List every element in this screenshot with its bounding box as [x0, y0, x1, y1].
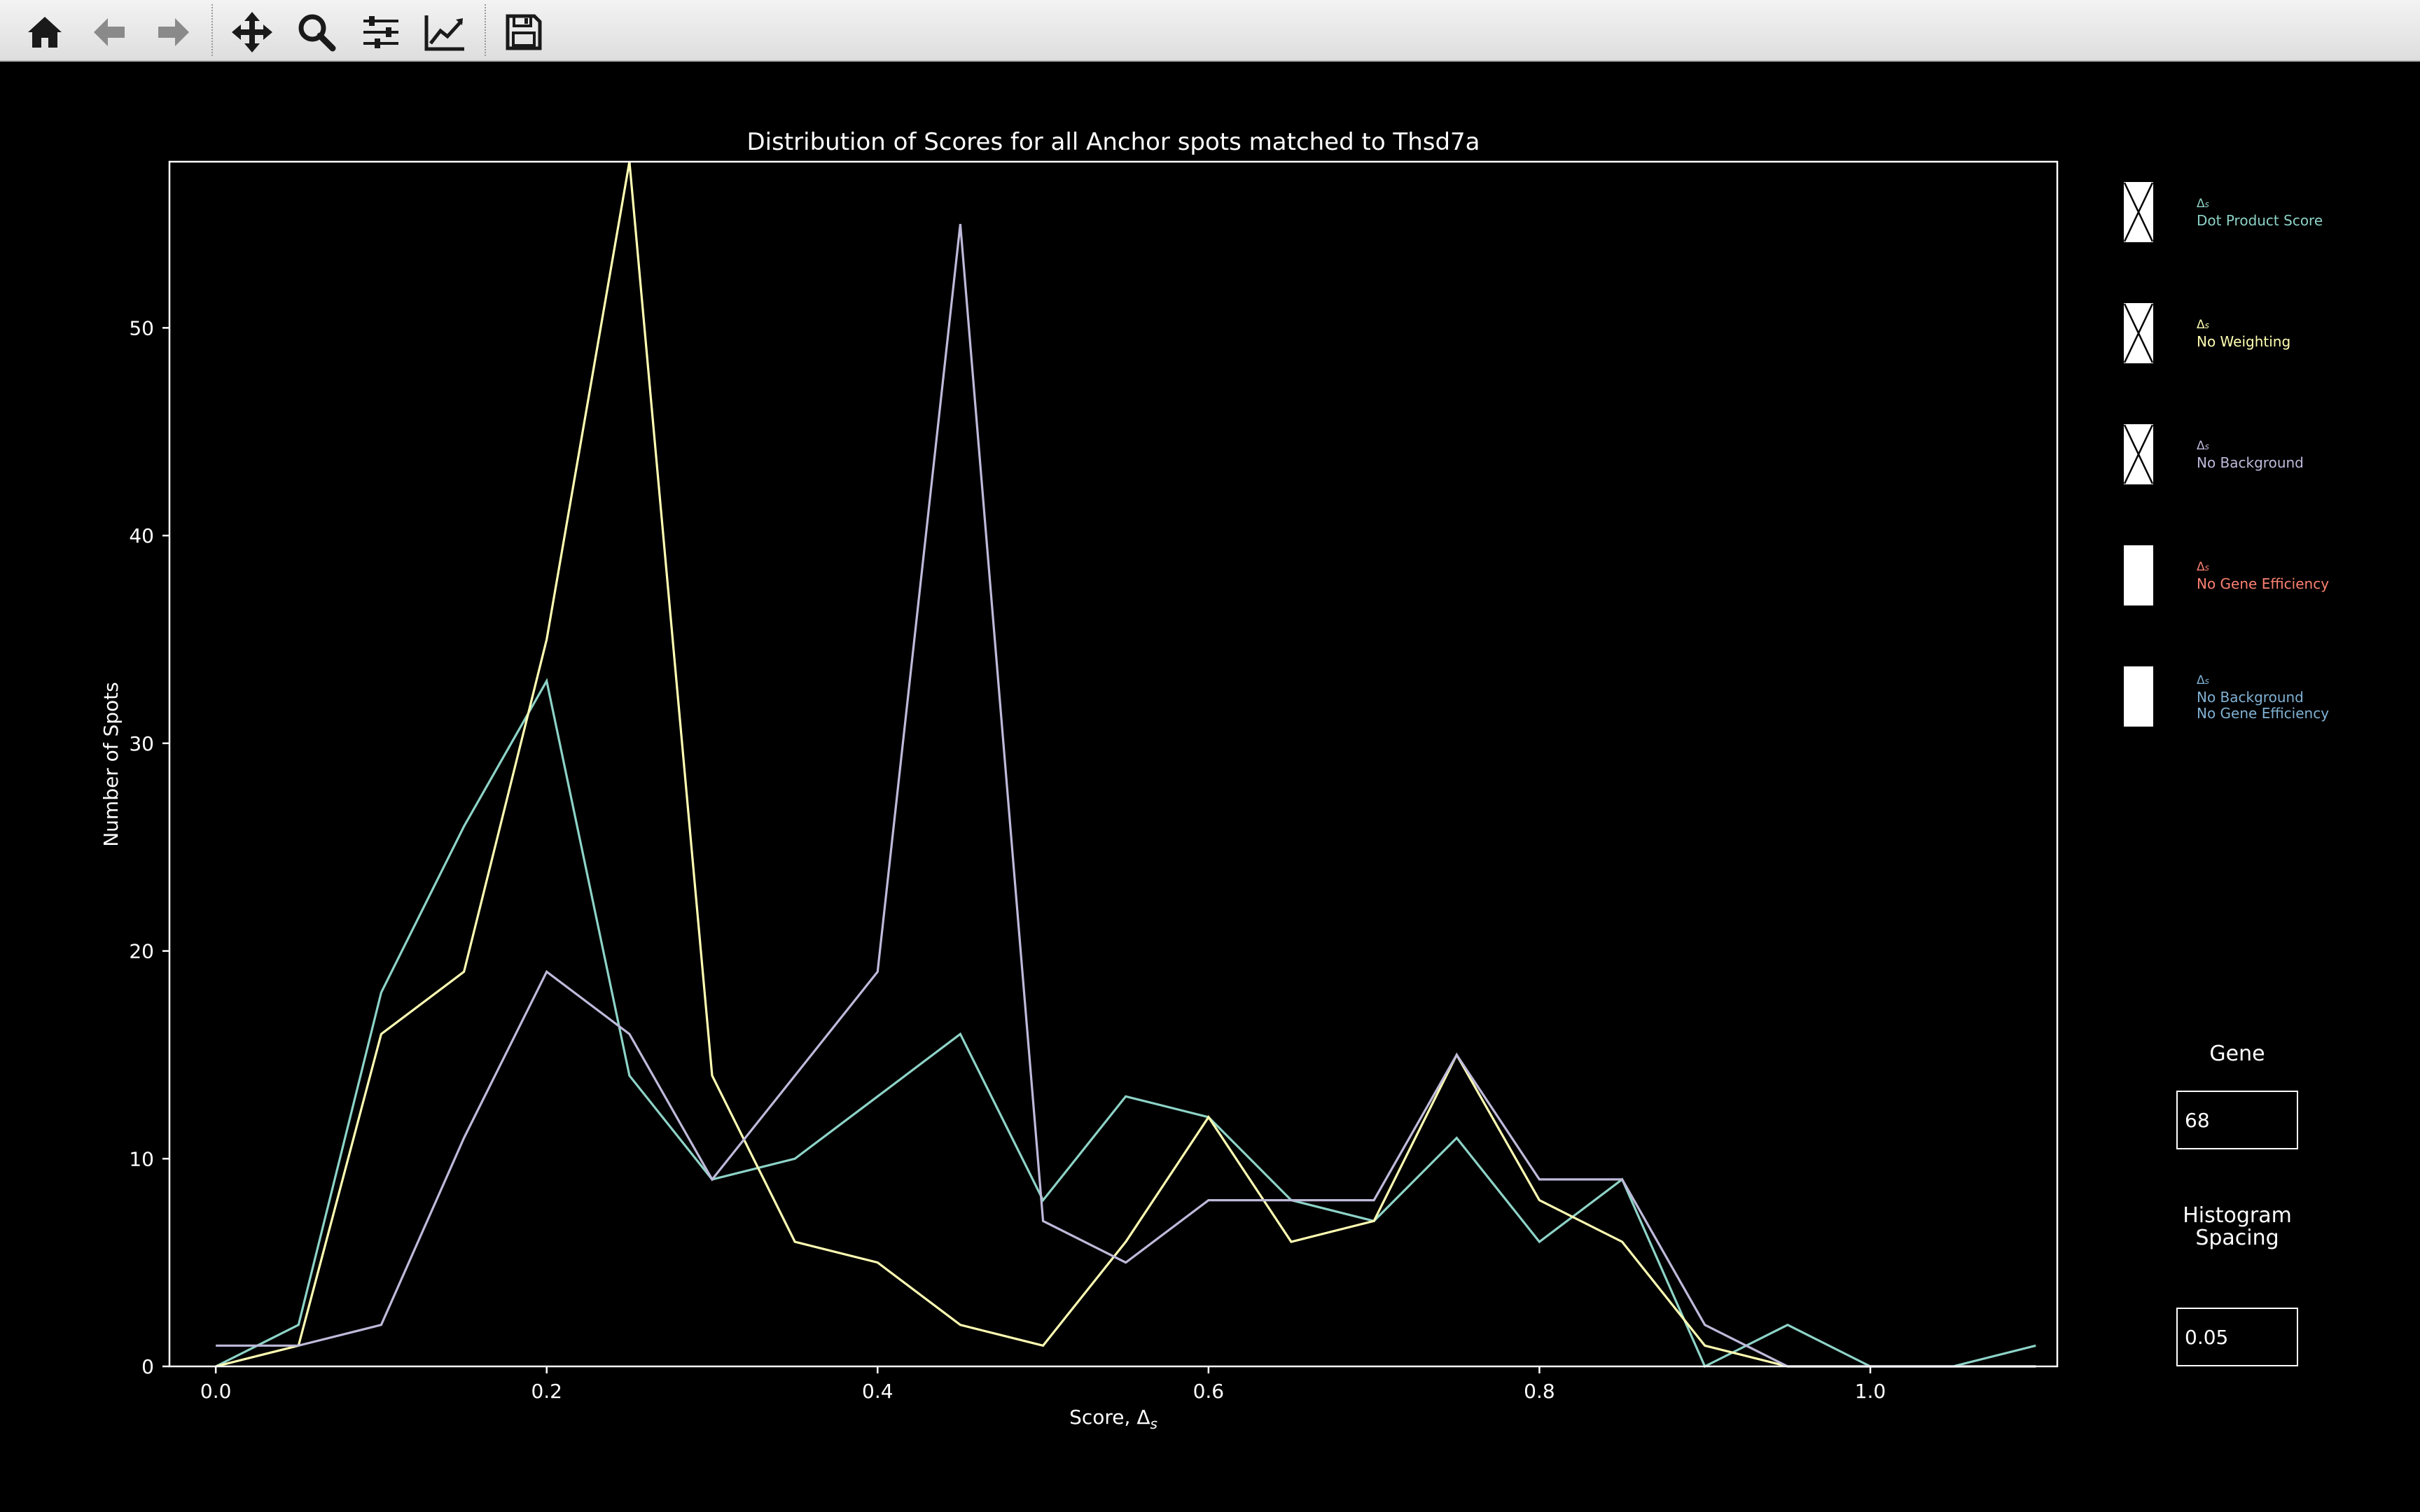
- save-icon: [506, 14, 542, 50]
- legend-checkbox[interactable]: [2122, 302, 2155, 365]
- zoom-icon: [298, 14, 336, 52]
- axes-frame: [168, 160, 2059, 1368]
- gene-title: Gene: [2209, 1042, 2265, 1066]
- x-tick-label: 0.8: [1524, 1380, 1555, 1403]
- legend-label: Δs Dot Product Score: [2197, 197, 2323, 229]
- legend-checkbox[interactable]: [2122, 181, 2155, 244]
- y-tick-label: 20: [129, 940, 154, 963]
- legend-label: Δs No Background: [2197, 439, 2304, 471]
- y-tick-label: 50: [129, 316, 154, 340]
- pan-icon: [232, 12, 272, 52]
- x-tick-label: 0.2: [531, 1380, 562, 1403]
- legend-label: Δs No Weighting: [2197, 318, 2291, 350]
- zoom-button[interactable]: [290, 6, 343, 59]
- y-tick-label: 10: [129, 1147, 154, 1170]
- back-icon: [94, 18, 125, 46]
- y-tick-label: 0: [141, 1355, 154, 1378]
- chart-title: Distribution of Scores for all Anchor sp…: [746, 128, 1480, 156]
- legend-label: Δs No Background No Gene Efficiency: [2197, 673, 2330, 722]
- pan-button[interactable]: [225, 6, 279, 59]
- y-tick-label: 30: [129, 732, 154, 755]
- legend-label: Δs No Gene Efficiency: [2197, 560, 2330, 592]
- toolbar: [0, 0, 2420, 62]
- edit-axis-icon: [424, 15, 464, 51]
- save-button[interactable]: [497, 6, 550, 59]
- home-button[interactable]: [18, 6, 71, 59]
- configure-subplots-button[interactable]: [354, 6, 408, 59]
- x-tick-label: 0.0: [200, 1380, 232, 1403]
- customize-button[interactable]: [419, 6, 472, 59]
- series-line-no-background: [216, 223, 2036, 1368]
- home-icon: [28, 17, 62, 48]
- x-tick-label: 0.6: [1193, 1380, 1225, 1403]
- forward-button[interactable]: [147, 6, 200, 59]
- back-button[interactable]: [83, 6, 136, 59]
- x-axis-label: Score, Δs: [1069, 1406, 1157, 1432]
- y-axis-label: Number of Spots: [99, 682, 123, 847]
- histogram-spacing-input[interactable]: 0.05: [2176, 1308, 2298, 1366]
- gene-input[interactable]: 68: [2176, 1091, 2298, 1149]
- x-tick-label: 1.0: [1855, 1380, 1886, 1403]
- forward-icon: [158, 18, 189, 46]
- configure-subplots-icon: [363, 16, 398, 48]
- legend-checkbox[interactable]: [2122, 665, 2155, 728]
- x-tick-label: 0.4: [862, 1380, 893, 1403]
- series-line-no-weighting: [215, 161, 2036, 1368]
- histogram-spacing-title: Histogram Spacing: [2183, 1203, 2292, 1250]
- legend-checkbox[interactable]: [2122, 423, 2155, 486]
- y-tick-label: 40: [129, 524, 154, 547]
- legend-checkbox[interactable]: [2122, 544, 2155, 607]
